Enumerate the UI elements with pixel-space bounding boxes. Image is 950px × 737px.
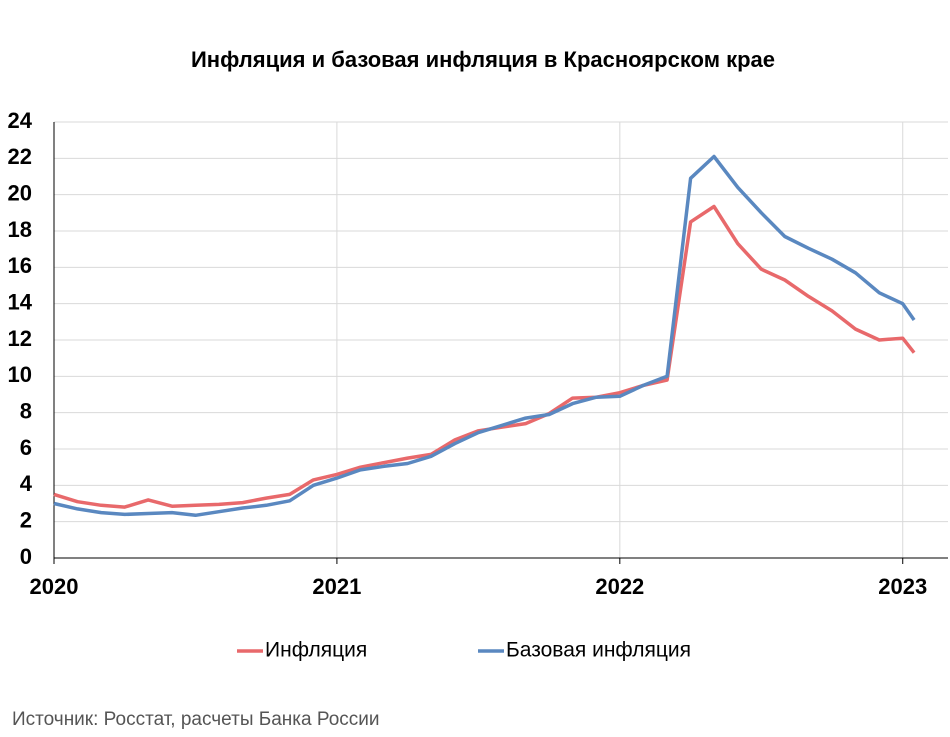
y-tick-label: 16 (8, 253, 32, 278)
y-tick-label: 18 (8, 217, 32, 242)
data-line (53, 154, 916, 518)
x-tick-label: 2023 (878, 574, 927, 599)
y-tick-label: 6 (20, 435, 32, 460)
source-note: Источник: Росстат, расчеты Банка России (12, 709, 380, 730)
y-tick-label: 10 (8, 362, 32, 387)
y-tick-label: 12 (8, 326, 32, 351)
chart-title: Инфляция и базовая инфляция в Красноярск… (191, 47, 775, 72)
y-tick-label: 24 (8, 108, 33, 133)
x-tick-label: 2022 (595, 574, 644, 599)
legend-label: Базовая инфляция (506, 639, 691, 662)
legend-label: Инфляция (265, 639, 367, 662)
y-tick-label: 22 (8, 144, 32, 169)
y-tick-label: 20 (8, 180, 32, 205)
y-tick-label: 8 (20, 398, 32, 423)
y-tick-label: 14 (8, 289, 33, 314)
y-tick-label: 0 (20, 544, 32, 569)
x-tick-label: 2020 (30, 574, 79, 599)
y-tick-label: 4 (20, 471, 33, 496)
x-tick-label: 2021 (312, 574, 361, 599)
y-tick-label: 2 (20, 507, 32, 532)
data-line (53, 204, 916, 509)
